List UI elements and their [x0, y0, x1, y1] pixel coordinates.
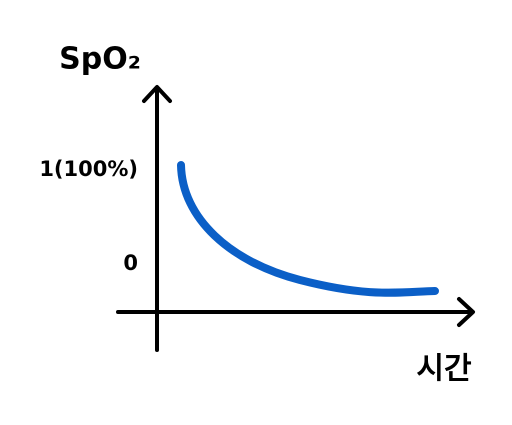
- x-axis-label: 시간: [416, 352, 472, 387]
- curve: [177, 161, 439, 297]
- y-axis-arrow: [142, 85, 172, 103]
- y-label: 0: [123, 251, 138, 275]
- x-axis-arrow: [457, 297, 475, 327]
- y-axis-label: SpO₂: [59, 42, 141, 77]
- y-label: 1(100%): [39, 157, 138, 181]
